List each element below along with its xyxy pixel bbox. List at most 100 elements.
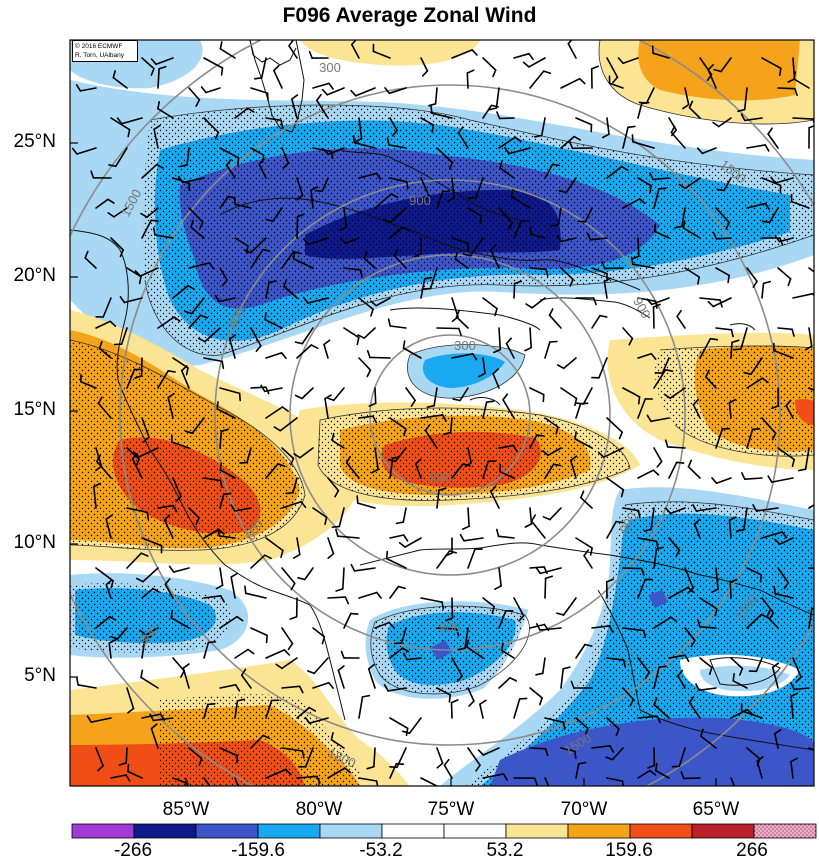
wind-barb-staff	[653, 666, 660, 689]
wind-barb-flag	[651, 45, 654, 55]
wind-barb-staff	[653, 548, 658, 569]
wind-barb-flag	[108, 615, 117, 621]
contour-label: 900	[439, 620, 461, 635]
colorbar-swatch	[443, 823, 507, 839]
wind-barb-flag	[448, 550, 458, 554]
wind-barb-staff	[191, 417, 205, 435]
wind-barb-staff	[343, 267, 362, 271]
wind-barb-flag	[152, 587, 160, 593]
wind-barb-flag	[676, 309, 682, 318]
wind-barb-flag	[217, 528, 225, 535]
wind-barb-flag	[422, 194, 430, 202]
wind-barb-staff	[431, 112, 453, 119]
wind-barb-flag	[638, 198, 646, 205]
wind-barb-flag	[266, 92, 269, 101]
wind-barb-staff	[510, 195, 531, 209]
wind-barb-flag	[558, 190, 568, 194]
wind-barb-staff	[574, 438, 593, 449]
wind-barb-flag	[268, 280, 277, 284]
wind-barb-flag	[631, 134, 634, 143]
wind-barb-staff	[668, 461, 678, 479]
wind-barb-flag	[281, 406, 289, 412]
wind-barb-flag	[740, 113, 746, 122]
wind-barb-flag	[187, 284, 195, 291]
wind-barb-staff	[387, 687, 407, 692]
wind-barb-staff	[637, 537, 658, 543]
wind-barb-flag	[158, 65, 167, 70]
wind-barb-flag	[216, 401, 219, 410]
wind-barb-flag	[556, 364, 565, 370]
wind-barb-staff	[283, 285, 298, 299]
wind-barb-flag	[127, 128, 131, 138]
wind-barb-flag	[714, 607, 718, 617]
wind-barb-flag	[512, 444, 518, 453]
wind-barb-staff	[110, 237, 124, 251]
wind-barb-staff	[498, 117, 515, 120]
wind-barb-staff	[142, 567, 159, 583]
wind-barb-staff	[695, 507, 717, 512]
bottom-westerly-stipple	[160, 694, 360, 786]
wind-barb-flag	[150, 219, 159, 222]
wind-barb-flag	[510, 188, 514, 198]
wind-barb-flag	[302, 296, 309, 304]
wind-barb-flag	[455, 309, 461, 318]
wind-barb-staff	[774, 592, 794, 599]
wind-barb-staff	[529, 70, 545, 89]
wind-barb-flag	[615, 728, 620, 737]
wind-barb-flag	[350, 563, 356, 572]
wind-barb-flag	[441, 601, 445, 610]
wind-barb-staff	[715, 428, 724, 449]
wind-barb-flag	[280, 549, 284, 559]
wind-barb-flag	[215, 584, 224, 590]
wind-barb-flag	[385, 550, 389, 560]
wind-barb-staff	[544, 717, 565, 724]
wind-barb-flag	[178, 175, 184, 184]
wind-barb-flag	[393, 248, 399, 257]
wind-barb-staff	[541, 657, 546, 675]
lat-label-15n: 15°N	[13, 399, 56, 420]
wind-barb-staff	[591, 625, 611, 629]
wind-barb-staff	[327, 537, 335, 555]
wind-barb-flag	[764, 202, 771, 211]
wind-barb-staff	[450, 701, 453, 719]
wind-barb-flag	[471, 352, 478, 361]
wind-barb-flag	[743, 371, 752, 376]
wind-barb-staff	[308, 717, 329, 725]
wind-barb-staff	[768, 207, 779, 224]
wind-barb-flag	[219, 479, 223, 489]
wind-barb-flag	[556, 234, 563, 243]
wind-barb-flag	[384, 87, 391, 95]
wind-barb-staff	[260, 57, 267, 79]
wind-barb-staff	[707, 68, 717, 89]
colorbar-swatch	[691, 823, 755, 839]
wind-barb-flag	[475, 764, 481, 772]
wind-barb-staff	[482, 597, 496, 608]
wind-barb-staff	[95, 615, 111, 629]
wind-barb-flag	[643, 528, 652, 532]
wind-barb-staff	[436, 190, 444, 209]
wind-barb-flag	[773, 538, 781, 546]
wind-barb-flag	[577, 761, 587, 765]
wind-barb-staff	[126, 552, 143, 569]
wind-barb-staff	[505, 342, 515, 359]
wind-barb-staff	[126, 447, 140, 461]
lat-label-25n: 25°N	[13, 131, 56, 152]
wind-barb-flag	[430, 105, 433, 114]
wind-barb-staff	[498, 136, 517, 149]
wind-barb-staff	[188, 507, 200, 519]
wind-barb-flag	[220, 594, 225, 603]
wind-barb-flag	[198, 757, 203, 766]
wind-barb-flag	[391, 455, 401, 460]
wind-barb-staff	[140, 676, 159, 689]
wind-barb-staff	[281, 447, 295, 460]
wind-barb-staff	[389, 457, 394, 479]
wind-barb-staff	[704, 375, 717, 389]
wind-barb-staff	[632, 141, 655, 149]
wind-barb-flag	[288, 40, 294, 47]
wind-barb-flag	[578, 77, 586, 85]
wind-barb-staff	[436, 550, 451, 569]
wind-barb-staff	[466, 72, 469, 89]
wind-barb-flag	[142, 436, 150, 443]
wind-barb-staff	[281, 147, 290, 164]
wind-barb-flag	[127, 763, 130, 773]
